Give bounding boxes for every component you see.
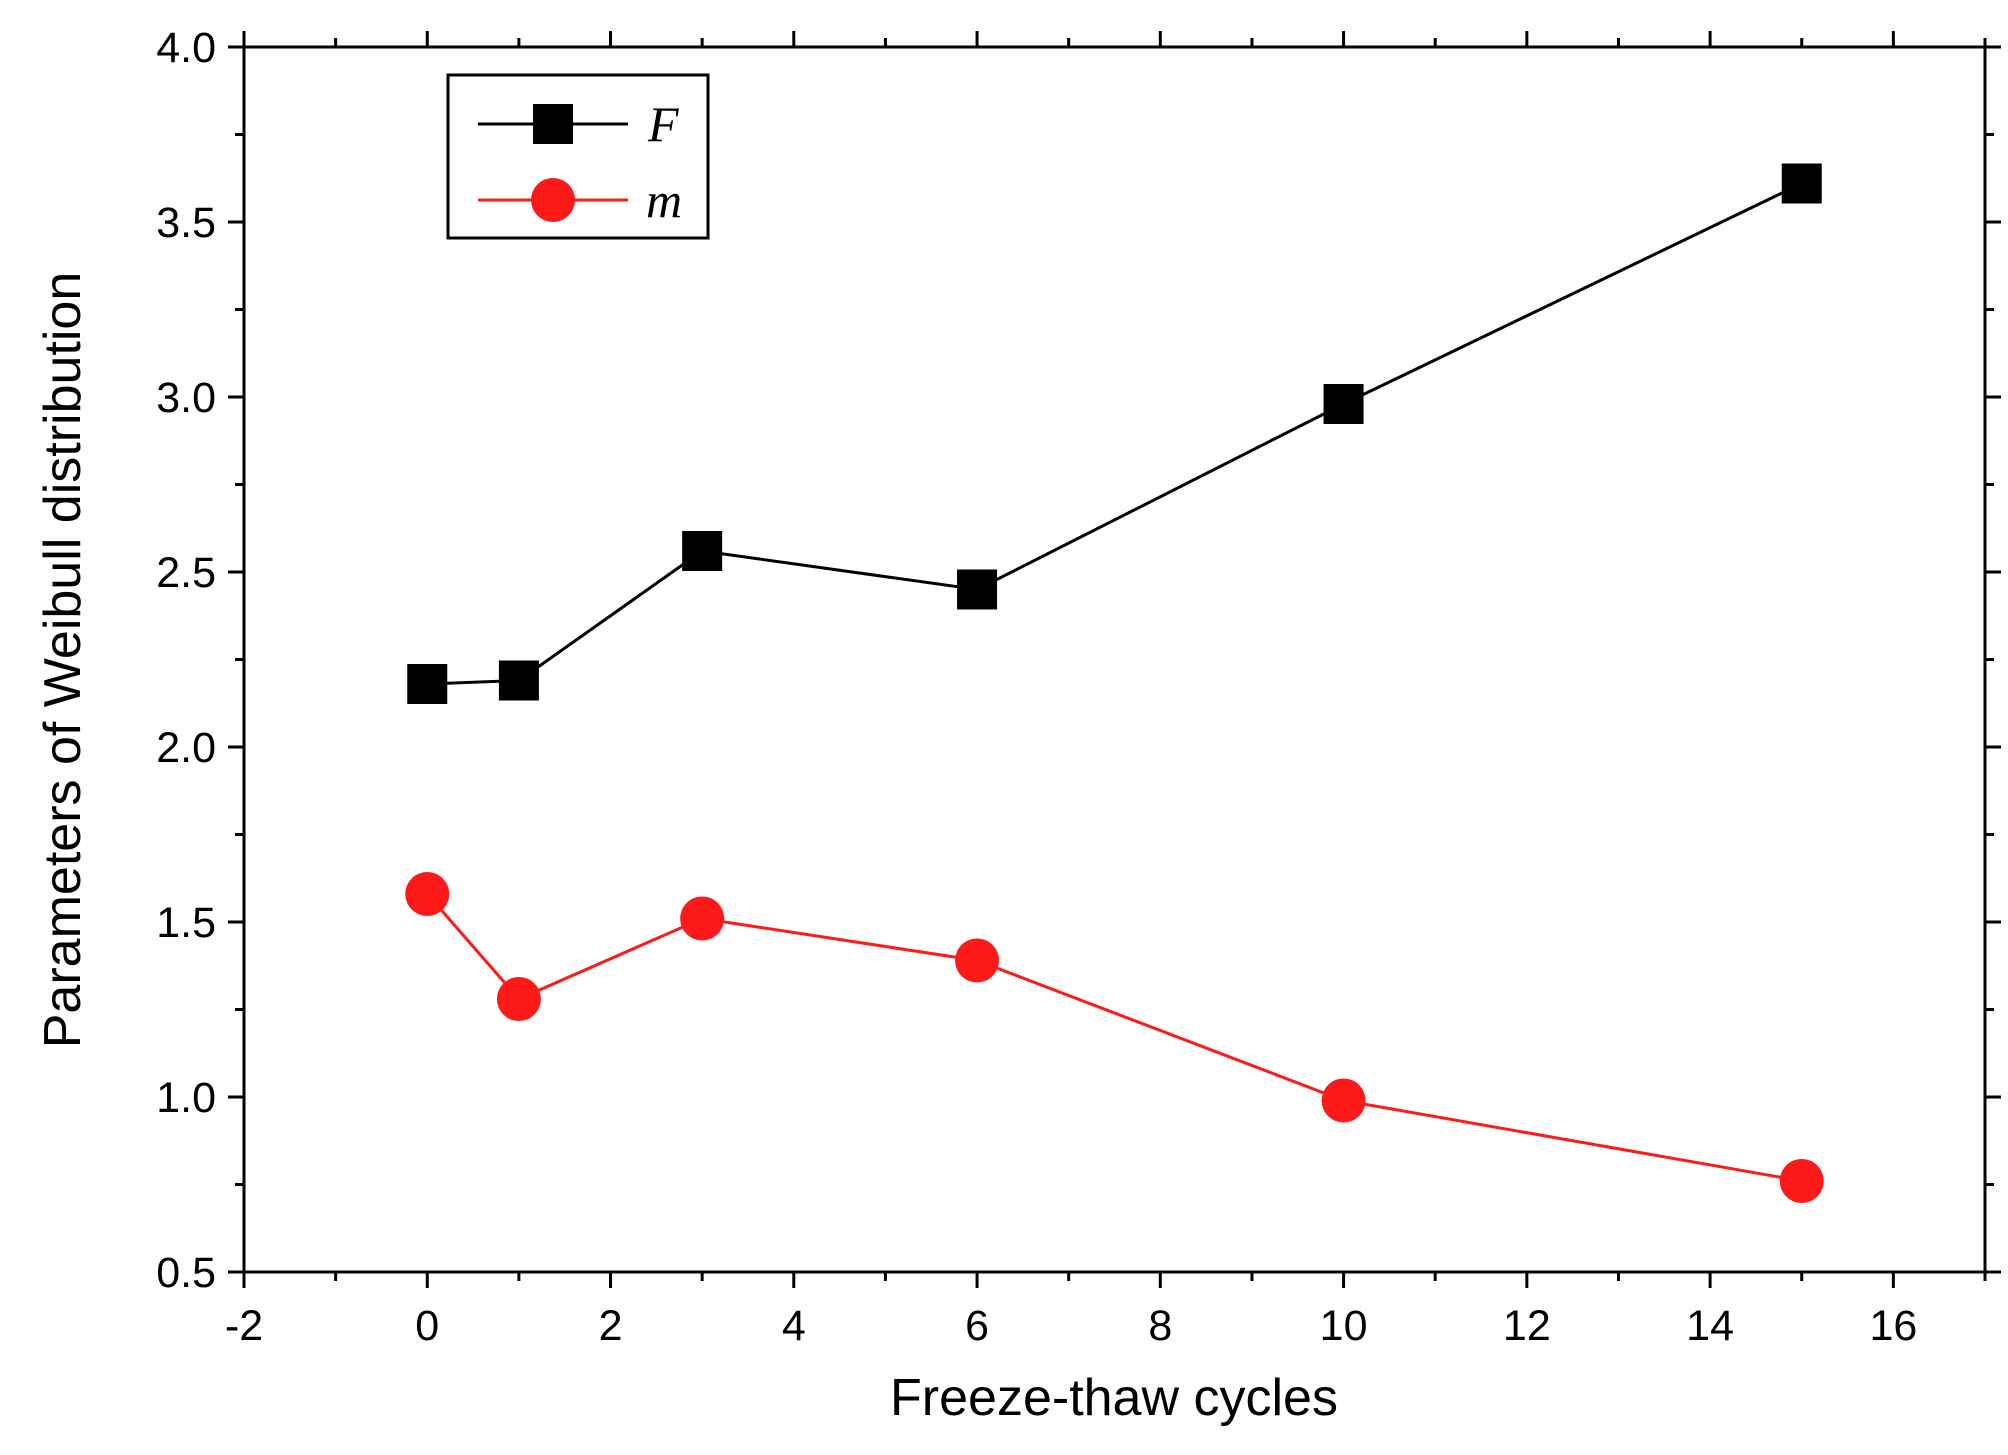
y-tick-label: 0.5	[156, 1249, 216, 1297]
y-tick-label: 3.5	[156, 199, 216, 247]
legend-label-m: m	[646, 172, 682, 228]
data-point-f	[498, 660, 539, 701]
x-tick-label: -2	[225, 1302, 263, 1350]
y-tick-label: 4.0	[156, 24, 216, 72]
data-point-m	[496, 977, 541, 1021]
data-point-f	[957, 569, 998, 610]
y-tick-label: 2.0	[156, 724, 216, 772]
y-tick-label: 2.5	[156, 549, 216, 597]
x-tick-label: 4	[782, 1302, 806, 1350]
data-point-m	[1321, 1078, 1366, 1123]
y-tick-labels: 0.5 1.0 1.5 2.0 2.5 3.0 3.5 4.0	[156, 24, 216, 1297]
y-tick-label: 3.0	[156, 374, 216, 422]
y-axis-title: Parameters of Weibull distribution	[34, 272, 92, 1049]
y-tick-label: 1.0	[156, 1074, 216, 1122]
x-tick-label: 8	[1148, 1302, 1172, 1350]
y-tick-label: 1.5	[156, 899, 216, 947]
series-layer	[405, 163, 1824, 1203]
x-tick-label: 0	[415, 1302, 439, 1350]
x-tick-label: 16	[1869, 1302, 1917, 1350]
data-point-m	[1779, 1159, 1824, 1203]
series-line-m	[426, 893, 1802, 1183]
x-tick-labels: -2 0 2 4 6 8 10 12 14 16	[225, 1302, 1917, 1350]
x-tick-label: 6	[965, 1302, 989, 1350]
legend: F m	[446, 73, 710, 240]
data-point-m	[955, 938, 1000, 983]
data-point-f	[682, 531, 723, 571]
x-tick-label: 2	[599, 1302, 623, 1350]
data-point-f	[407, 664, 448, 704]
data-point-m	[680, 896, 725, 941]
series-line-f	[427, 182, 1803, 686]
x-tick-label: 14	[1686, 1302, 1734, 1350]
x-tick-label: 10	[1320, 1302, 1368, 1350]
legend-marker-m	[531, 178, 575, 222]
x-tick-label: 12	[1503, 1302, 1551, 1350]
data-point-f	[1781, 163, 1822, 204]
legend-box	[446, 73, 710, 240]
x-axis-title: Freeze-thaw cycles	[890, 1369, 1338, 1427]
legend-label-f: F	[647, 96, 679, 152]
axes-ticks	[228, 31, 2001, 1288]
data-point-m	[405, 872, 450, 916]
legend-marker-f	[533, 104, 573, 144]
data-point-f	[1323, 384, 1364, 424]
